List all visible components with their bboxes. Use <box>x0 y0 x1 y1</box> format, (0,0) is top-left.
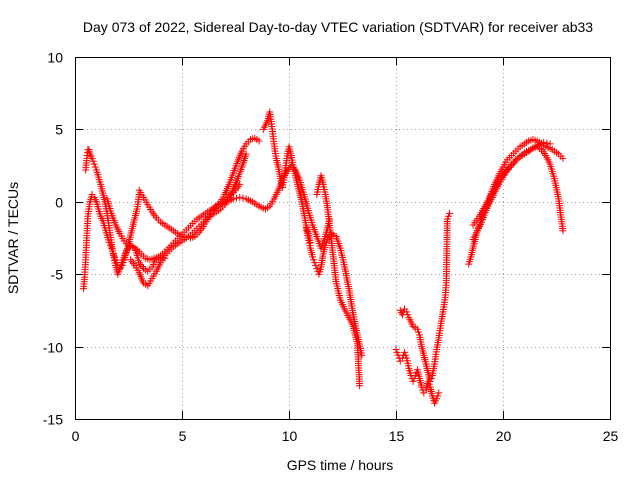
data-point-track-m <box>559 154 567 162</box>
data-point-track-a <box>106 241 114 249</box>
data-point-track-k <box>403 308 411 316</box>
data-point-track-n <box>508 162 516 170</box>
data-point-track-h <box>322 238 330 246</box>
x-tick-label: 0 <box>72 428 80 444</box>
data-point-track-h <box>310 256 318 264</box>
data-point-track-n <box>512 156 520 164</box>
data-point-track-h <box>358 351 366 359</box>
data-point-track-f <box>236 193 244 201</box>
data-point-track-j <box>411 372 419 380</box>
plot-frame <box>75 57 611 420</box>
data-point-track-b <box>88 154 96 162</box>
y-tick-label: 0 <box>55 195 63 211</box>
data-point-track-e <box>255 137 263 145</box>
data-point-track-j <box>433 395 441 403</box>
data-point-track-b <box>90 160 98 168</box>
data-point-track-n <box>504 165 512 173</box>
y-tick-label: 5 <box>55 122 63 138</box>
data-point-track-j <box>402 351 410 359</box>
x-tick-label: 5 <box>179 428 187 444</box>
data-point-track-f <box>229 195 237 203</box>
data-point-track-b <box>91 163 99 171</box>
data-point-track-k <box>446 209 453 217</box>
data-point-track-k <box>413 325 421 333</box>
data-point-track-h <box>313 264 321 272</box>
data-point-track-n <box>546 140 554 148</box>
data-point-track-h <box>321 241 329 249</box>
x-tick-labels: 0 5 10 15 20 25 <box>72 428 619 444</box>
data-point-track-j <box>393 348 401 356</box>
data-point-track-h <box>309 253 317 261</box>
y-tick-label: 10 <box>47 50 63 66</box>
data-point-track-b <box>89 157 97 165</box>
y-tick-label: -10 <box>43 340 63 356</box>
data-point-track-n <box>501 169 509 177</box>
data-point-track-k <box>414 328 422 336</box>
data-point-track-k <box>404 311 412 319</box>
data-point-track-n <box>503 167 511 175</box>
data-point-track-j <box>434 392 442 400</box>
data-point-track-j <box>392 345 400 353</box>
data-point-track-n <box>506 163 514 171</box>
data-point-track-j <box>435 389 443 397</box>
data-point-track-j <box>418 383 426 391</box>
data-point-track-f <box>239 194 247 202</box>
data-point-track-h <box>312 262 320 270</box>
x-tick-label: 25 <box>603 428 619 444</box>
data-point-track-k <box>444 212 452 220</box>
chart-title: Day 073 of 2022, Sidereal Day-to-day VTE… <box>83 19 593 35</box>
data-point-track-i <box>356 382 364 390</box>
data-point-track-n <box>509 160 517 168</box>
data-points <box>80 108 567 407</box>
data-point-track-j <box>425 380 433 388</box>
data-point-track-l <box>559 227 567 235</box>
data-point-track-j <box>409 377 417 385</box>
data-point-track-k <box>427 374 435 382</box>
y-tick-label: -15 <box>43 412 63 428</box>
x-tick-label: 15 <box>389 428 405 444</box>
x-tick-label: 10 <box>282 428 298 444</box>
y-tick-label: -5 <box>51 267 64 283</box>
y-axis-title: SDTVAR / TECUs <box>5 182 21 294</box>
data-point-track-k <box>426 377 434 385</box>
data-point-track-f <box>233 194 241 202</box>
x-axis-title: GPS time / hours <box>287 457 394 473</box>
y-tick-labels: -15 -10 -5 0 5 10 <box>43 50 63 428</box>
data-point-track-h <box>311 259 319 267</box>
data-point-track-d <box>242 150 250 158</box>
grid <box>75 57 610 419</box>
axis-ticks <box>75 57 611 420</box>
data-point-track-j <box>401 348 409 356</box>
data-point-track-k <box>443 215 451 223</box>
data-point-track-n <box>540 138 548 146</box>
x-tick-label: 20 <box>496 428 512 444</box>
data-point-track-n <box>511 158 519 166</box>
data-point-track-n <box>543 139 551 147</box>
